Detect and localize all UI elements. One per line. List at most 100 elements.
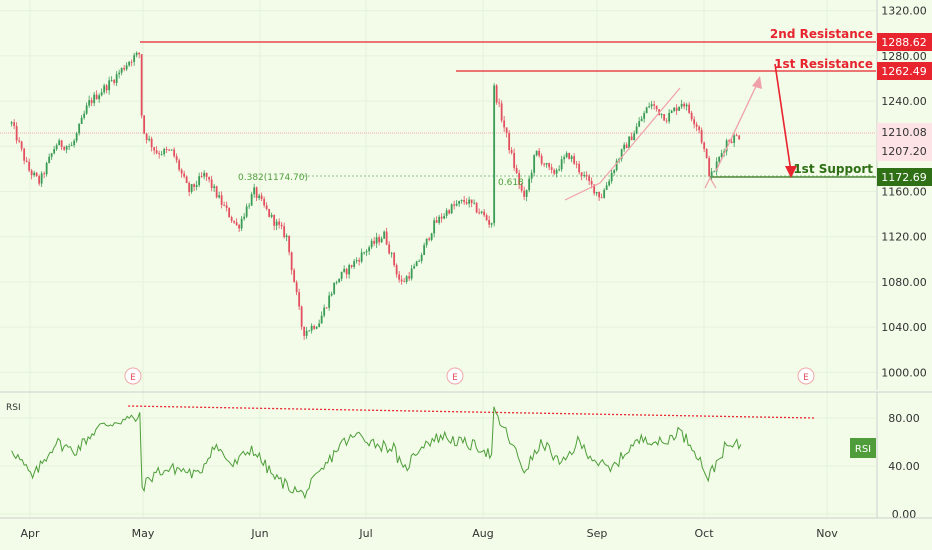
earnings-marker-may[interactable] [124, 367, 142, 385]
candle-body [415, 261, 418, 267]
time-tick-label: Aug [472, 527, 493, 540]
candle-body [563, 157, 566, 160]
candle-body [710, 171, 713, 176]
candle-body [738, 135, 741, 140]
time-axis[interactable]: Apr May Jun Jul Aug Sep Oct Nov [20, 527, 838, 540]
candle-body [255, 187, 258, 199]
earnings-marker-aug[interactable] [446, 367, 464, 385]
candle-body [65, 146, 68, 150]
candle-body [90, 100, 93, 104]
rsi-tick-label: 80.00 [888, 412, 920, 425]
candle-body [588, 176, 591, 182]
candle-body [628, 136, 631, 149]
candle-body [620, 149, 623, 159]
candle-body [455, 203, 458, 206]
candle-body [63, 147, 66, 150]
candle-body [735, 135, 738, 137]
candle-body [15, 126, 18, 141]
candle-body [688, 104, 691, 113]
candle-body [198, 176, 201, 186]
candle-body [545, 163, 548, 165]
rsi-axis[interactable]: 80.00 40.00 0.00 [876, 392, 920, 521]
candle-body [670, 110, 673, 113]
candle-body [220, 195, 223, 205]
rsi-trendline [128, 405, 816, 419]
candle-body [70, 145, 73, 147]
candle-body [175, 156, 178, 161]
candle-body [695, 124, 698, 127]
candle-body [333, 282, 336, 294]
candle-body [493, 85, 496, 224]
candle-body [703, 142, 706, 150]
candle-body [250, 194, 253, 206]
candle-body [13, 122, 16, 127]
candle-body [113, 80, 116, 83]
candle-body [273, 214, 276, 226]
candle-body [485, 215, 488, 220]
rsi-line [11, 406, 742, 500]
rsi-badge[interactable] [850, 438, 876, 458]
candle-body [713, 171, 716, 173]
candle-body [700, 130, 703, 143]
candle-body [53, 149, 56, 154]
candle-body [280, 224, 283, 227]
candle-body [360, 252, 363, 262]
candle-body [378, 237, 381, 243]
candle-body [400, 279, 403, 282]
candle-body [148, 138, 151, 141]
candle-body [355, 260, 358, 262]
candle-body [83, 113, 86, 118]
candle-body [488, 219, 491, 225]
candle-body [480, 211, 483, 213]
candle-body [245, 206, 248, 217]
candle-body [570, 156, 573, 159]
candle-body [213, 186, 216, 188]
price-tick-label: 1000.00 [881, 366, 927, 379]
candle-body [555, 170, 558, 174]
projection-up-arrow [715, 81, 759, 172]
candle-body [598, 191, 601, 198]
candle-body [160, 154, 163, 155]
candle-body [108, 80, 111, 91]
candle-body [458, 201, 461, 204]
price-axis[interactable]: 1320.001280.001240.001200.001160.001120.… [876, 0, 927, 390]
candle-body [25, 160, 28, 162]
candle-body [118, 72, 121, 75]
price-tick-label: 1280.00 [881, 50, 927, 63]
candle-body [293, 270, 296, 283]
candle-body [200, 176, 203, 178]
candle-body [548, 163, 551, 168]
earnings-marker-oct[interactable] [797, 367, 815, 385]
first-support-tag [877, 168, 932, 186]
candle-body [448, 210, 451, 214]
candle-body [235, 222, 238, 226]
candle-body [263, 198, 266, 206]
candle-body [275, 221, 278, 226]
candle-body [668, 112, 671, 122]
candle-body [648, 106, 651, 108]
candle-body [515, 167, 518, 174]
candle-body [498, 102, 501, 104]
candle-body [178, 160, 181, 170]
candle-body [283, 226, 286, 238]
candle-body [170, 149, 173, 151]
candle-body [610, 172, 613, 182]
candle-body [533, 155, 536, 173]
candle-body [145, 133, 148, 141]
candle-body [290, 252, 293, 271]
candle-body [155, 150, 158, 154]
candle-body [163, 149, 166, 155]
price-tick-label: 1080.00 [881, 276, 927, 289]
candle-body [603, 189, 606, 198]
candle-body [583, 175, 586, 176]
candle-body [630, 136, 633, 141]
candle-body [150, 138, 153, 148]
earnings-markers: E E E [124, 367, 815, 385]
candle-body [718, 157, 721, 162]
candle-body [68, 146, 71, 147]
candle-body [210, 179, 213, 188]
candle-body [650, 104, 653, 107]
candles [10, 51, 741, 340]
candle-body [633, 133, 636, 141]
